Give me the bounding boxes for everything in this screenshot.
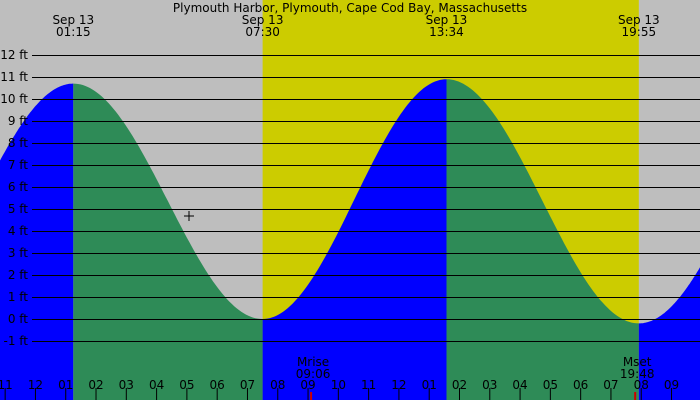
y-tick-label: 10 ft: [0, 92, 28, 106]
moon-event-time: 09:06: [296, 367, 331, 381]
tide-event-time: 07:30: [245, 25, 280, 39]
x-tick-label: 08: [270, 378, 285, 392]
tide-event-time: 19:55: [622, 25, 657, 39]
y-tick-label: 12 ft: [0, 48, 28, 62]
x-tick-label: 05: [179, 378, 194, 392]
moon-event-label: Mrise: [297, 355, 329, 369]
y-tick-label: 7 ft: [8, 158, 28, 172]
y-tick-label: -1 ft: [4, 334, 29, 348]
x-tick-label: 02: [452, 378, 467, 392]
x-tick-label: 06: [573, 378, 588, 392]
x-tick-label: 01: [58, 378, 73, 392]
label-layer: Plymouth Harbor, Plymouth, Cape Cod Bay,…: [0, 1, 679, 392]
y-tick-label: 2 ft: [8, 268, 28, 282]
y-tick-label: 11 ft: [0, 70, 28, 84]
y-tick-label: 4 ft: [8, 224, 28, 238]
y-tick-label: 3 ft: [8, 246, 28, 260]
tide-event-date: Sep 13: [242, 13, 284, 27]
y-tick-label: 1 ft: [8, 290, 28, 304]
x-tick-label: 07: [240, 378, 255, 392]
tide-event-time: 01:15: [56, 25, 91, 39]
chart-title: Plymouth Harbor, Plymouth, Cape Cod Bay,…: [173, 1, 527, 15]
x-tick-label: 06: [210, 378, 225, 392]
y-tick-label: 8 ft: [8, 136, 28, 150]
gridline-layer: [4, 55, 700, 400]
tide-event-date: Sep 13: [52, 13, 94, 27]
tide-event-date: Sep 13: [426, 13, 468, 27]
x-tick-label: 03: [119, 378, 134, 392]
y-tick-label: 6 ft: [8, 180, 28, 194]
x-tick-label: 03: [482, 378, 497, 392]
tide-event-time: 13:34: [429, 25, 464, 39]
marker-layer: [184, 211, 637, 400]
x-tick-label: 09: [300, 378, 315, 392]
x-tick-label: 07: [603, 378, 618, 392]
tide-event-date: Sep 13: [618, 13, 660, 27]
falling-tide-area: [73, 83, 263, 400]
x-tick-label: 08: [634, 378, 649, 392]
x-tick-label: 11: [0, 378, 13, 392]
rising-tide-area: [0, 83, 74, 400]
x-tick-label: 04: [512, 378, 527, 392]
x-tick-label: 11: [361, 378, 376, 392]
moon-event-time: 19:48: [620, 367, 655, 381]
x-tick-label: 05: [543, 378, 558, 392]
y-tick-label: 0 ft: [8, 312, 28, 326]
rising-tide-area: [638, 267, 700, 400]
moon-event-label: Mset: [623, 355, 652, 369]
x-tick-label: 12: [28, 378, 43, 392]
x-tick-label: 10: [331, 378, 346, 392]
x-tick-label: 09: [664, 378, 679, 392]
x-tick-label: 01: [422, 378, 437, 392]
y-tick-label: 5 ft: [8, 202, 28, 216]
x-tick-label: 02: [88, 378, 103, 392]
x-tick-label: 04: [149, 378, 164, 392]
x-tick-label: 12: [391, 378, 406, 392]
y-tick-label: 9 ft: [8, 114, 28, 128]
